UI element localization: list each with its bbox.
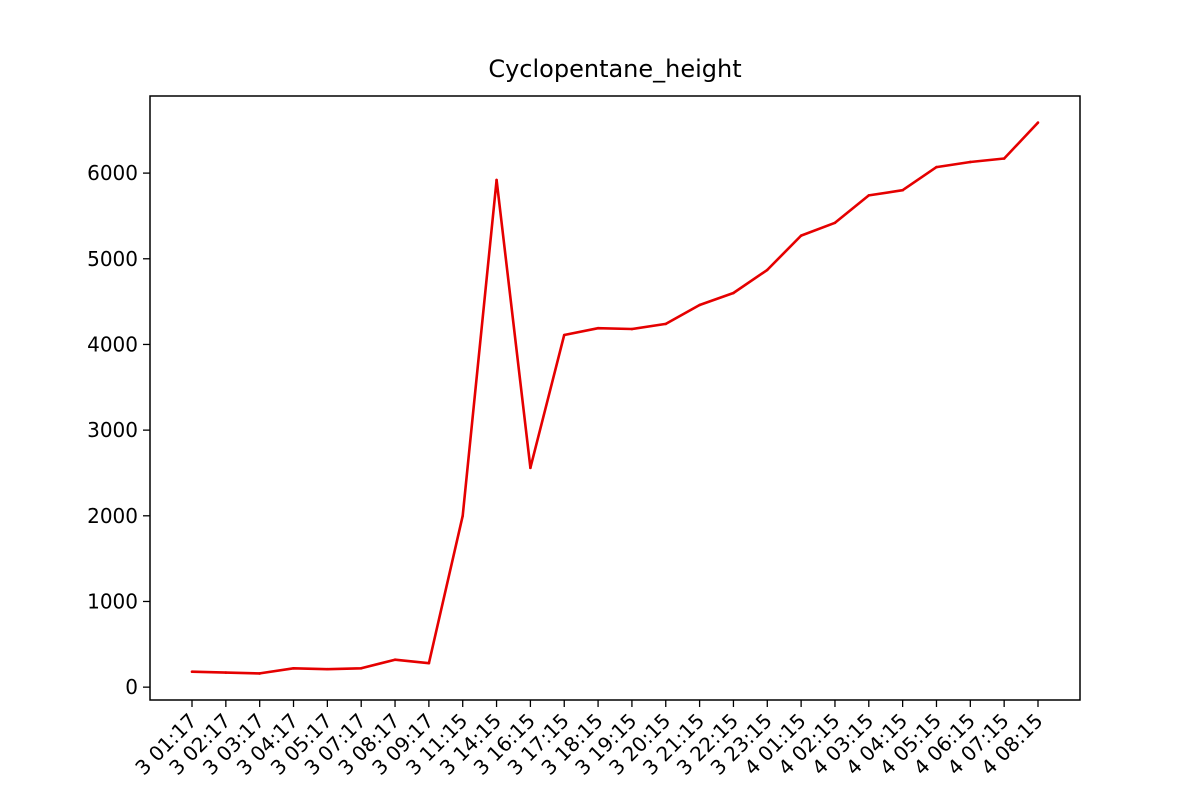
data-point — [258, 672, 261, 675]
data-point — [664, 322, 668, 326]
data-point — [799, 234, 803, 237]
data-point — [867, 194, 871, 197]
data-point — [596, 326, 600, 330]
data-point — [1002, 157, 1006, 160]
data-point — [292, 667, 295, 670]
data-point — [562, 333, 566, 337]
data-point — [224, 671, 228, 674]
data-point — [190, 670, 194, 674]
data-point — [359, 667, 363, 670]
y-tick-label: 2000 — [87, 504, 138, 528]
data-point — [833, 221, 837, 225]
plot-frame — [149, 95, 1081, 701]
data-point — [495, 178, 498, 182]
series-line — [191, 121, 1039, 675]
data-point — [1036, 121, 1040, 124]
data-point — [732, 291, 735, 295]
y-tick-label: 6000 — [87, 161, 138, 185]
data-point — [901, 188, 904, 192]
y-tick-label: 3000 — [87, 418, 138, 442]
y-tick-label: 4000 — [87, 332, 138, 356]
y-tick-label: 5000 — [87, 247, 138, 271]
chart-title: Cyclopentane_height — [488, 55, 741, 83]
y-tick-label: 0 — [125, 675, 138, 699]
data-point — [935, 165, 938, 169]
data-point — [630, 327, 634, 331]
data-point — [393, 658, 397, 662]
data-point — [698, 303, 701, 307]
data-point — [326, 667, 329, 671]
data-point — [427, 661, 431, 665]
data-point — [969, 160, 972, 164]
data-point — [461, 514, 465, 518]
data-point — [765, 268, 769, 272]
data-point — [529, 466, 532, 470]
y-tick-label: 1000 — [87, 589, 138, 613]
